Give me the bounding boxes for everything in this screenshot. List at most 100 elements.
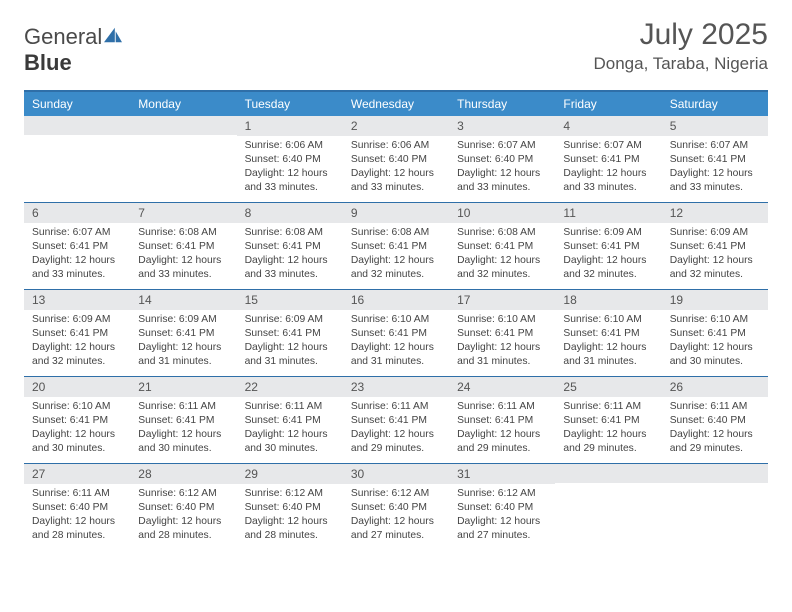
day-line: and 33 minutes. bbox=[351, 181, 441, 195]
day-body: Sunrise: 6:07 AMSunset: 6:41 PMDaylight:… bbox=[24, 223, 130, 288]
day-line: Daylight: 12 hours bbox=[670, 428, 760, 442]
day-line: Sunset: 6:41 PM bbox=[457, 240, 547, 254]
day-header-thu: Thursday bbox=[449, 92, 555, 116]
day-body: Sunrise: 6:10 AMSunset: 6:41 PMDaylight:… bbox=[555, 310, 661, 375]
day-line: Daylight: 12 hours bbox=[32, 254, 122, 268]
day-body: Sunrise: 6:08 AMSunset: 6:41 PMDaylight:… bbox=[130, 223, 236, 288]
day-header-row: Sunday Monday Tuesday Wednesday Thursday… bbox=[24, 92, 768, 116]
day-line: Sunrise: 6:09 AM bbox=[138, 313, 228, 327]
day-cell: 26Sunrise: 6:11 AMSunset: 6:40 PMDayligh… bbox=[662, 377, 768, 463]
day-number: 3 bbox=[449, 116, 555, 136]
day-cell: 18Sunrise: 6:10 AMSunset: 6:41 PMDayligh… bbox=[555, 290, 661, 376]
day-line: Daylight: 12 hours bbox=[138, 428, 228, 442]
day-line: Sunrise: 6:10 AM bbox=[32, 400, 122, 414]
day-body: Sunrise: 6:09 AMSunset: 6:41 PMDaylight:… bbox=[555, 223, 661, 288]
day-line: and 31 minutes. bbox=[138, 355, 228, 369]
day-line: and 32 minutes. bbox=[670, 268, 760, 282]
day-line: Sunrise: 6:09 AM bbox=[245, 313, 335, 327]
day-number: 26 bbox=[662, 377, 768, 397]
day-line: Sunrise: 6:11 AM bbox=[245, 400, 335, 414]
location: Donga, Taraba, Nigeria bbox=[593, 54, 768, 74]
day-line: and 31 minutes. bbox=[563, 355, 653, 369]
day-line: and 30 minutes. bbox=[138, 442, 228, 456]
day-cell: 13Sunrise: 6:09 AMSunset: 6:41 PMDayligh… bbox=[24, 290, 130, 376]
day-line: and 28 minutes. bbox=[245, 529, 335, 543]
day-line: Sunset: 6:40 PM bbox=[457, 153, 547, 167]
day-line: Sunrise: 6:11 AM bbox=[563, 400, 653, 414]
day-body: Sunrise: 6:09 AMSunset: 6:41 PMDaylight:… bbox=[130, 310, 236, 375]
day-body bbox=[555, 483, 661, 492]
day-number: 20 bbox=[24, 377, 130, 397]
day-line: Sunset: 6:40 PM bbox=[138, 501, 228, 515]
day-body: Sunrise: 6:11 AMSunset: 6:41 PMDaylight:… bbox=[555, 397, 661, 462]
day-line: Sunrise: 6:07 AM bbox=[670, 139, 760, 153]
day-cell: 23Sunrise: 6:11 AMSunset: 6:41 PMDayligh… bbox=[343, 377, 449, 463]
week-row: 6Sunrise: 6:07 AMSunset: 6:41 PMDaylight… bbox=[24, 202, 768, 289]
day-line: Sunrise: 6:06 AM bbox=[351, 139, 441, 153]
day-line: Sunset: 6:41 PM bbox=[670, 153, 760, 167]
logo-text-b: Blue bbox=[24, 50, 72, 75]
day-number: 2 bbox=[343, 116, 449, 136]
day-body: Sunrise: 6:08 AMSunset: 6:41 PMDaylight:… bbox=[449, 223, 555, 288]
day-line: Daylight: 12 hours bbox=[351, 515, 441, 529]
day-number: 7 bbox=[130, 203, 236, 223]
day-line: Sunset: 6:41 PM bbox=[138, 327, 228, 341]
day-line: Daylight: 12 hours bbox=[457, 428, 547, 442]
day-line: Sunset: 6:41 PM bbox=[138, 240, 228, 254]
day-header-mon: Monday bbox=[130, 92, 236, 116]
day-line: Daylight: 12 hours bbox=[563, 341, 653, 355]
day-cell: 24Sunrise: 6:11 AMSunset: 6:41 PMDayligh… bbox=[449, 377, 555, 463]
day-line: Sunset: 6:41 PM bbox=[670, 240, 760, 254]
day-line: Sunrise: 6:12 AM bbox=[351, 487, 441, 501]
day-body: Sunrise: 6:11 AMSunset: 6:40 PMDaylight:… bbox=[24, 484, 130, 549]
day-line: Sunset: 6:41 PM bbox=[563, 414, 653, 428]
day-line: Daylight: 12 hours bbox=[457, 341, 547, 355]
day-line: Sunset: 6:41 PM bbox=[32, 414, 122, 428]
day-line: Daylight: 12 hours bbox=[457, 167, 547, 181]
day-line: Sunset: 6:40 PM bbox=[457, 501, 547, 515]
day-line: Sunrise: 6:10 AM bbox=[563, 313, 653, 327]
day-line: Sunrise: 6:07 AM bbox=[32, 226, 122, 240]
day-number: 29 bbox=[237, 464, 343, 484]
day-body: Sunrise: 6:07 AMSunset: 6:41 PMDaylight:… bbox=[555, 136, 661, 201]
day-cell: 29Sunrise: 6:12 AMSunset: 6:40 PMDayligh… bbox=[237, 464, 343, 550]
day-line: and 30 minutes. bbox=[670, 355, 760, 369]
day-cell bbox=[24, 116, 130, 202]
day-cell: 22Sunrise: 6:11 AMSunset: 6:41 PMDayligh… bbox=[237, 377, 343, 463]
day-cell: 19Sunrise: 6:10 AMSunset: 6:41 PMDayligh… bbox=[662, 290, 768, 376]
day-cell bbox=[555, 464, 661, 550]
day-body: Sunrise: 6:10 AMSunset: 6:41 PMDaylight:… bbox=[662, 310, 768, 375]
day-line: Sunset: 6:41 PM bbox=[245, 414, 335, 428]
week-row: 27Sunrise: 6:11 AMSunset: 6:40 PMDayligh… bbox=[24, 463, 768, 550]
page-header: General Blue July 2025 Donga, Taraba, Ni… bbox=[24, 18, 768, 76]
day-cell: 25Sunrise: 6:11 AMSunset: 6:41 PMDayligh… bbox=[555, 377, 661, 463]
day-cell: 10Sunrise: 6:08 AMSunset: 6:41 PMDayligh… bbox=[449, 203, 555, 289]
day-body: Sunrise: 6:11 AMSunset: 6:41 PMDaylight:… bbox=[237, 397, 343, 462]
day-line: Sunrise: 6:11 AM bbox=[457, 400, 547, 414]
day-cell: 9Sunrise: 6:08 AMSunset: 6:41 PMDaylight… bbox=[343, 203, 449, 289]
day-line: and 30 minutes. bbox=[32, 442, 122, 456]
day-line: Daylight: 12 hours bbox=[670, 254, 760, 268]
day-line: and 31 minutes. bbox=[351, 355, 441, 369]
day-line: Sunrise: 6:10 AM bbox=[351, 313, 441, 327]
day-line: and 31 minutes. bbox=[457, 355, 547, 369]
day-line: Sunset: 6:41 PM bbox=[563, 153, 653, 167]
day-line: and 30 minutes. bbox=[245, 442, 335, 456]
day-line: Sunset: 6:41 PM bbox=[138, 414, 228, 428]
day-line: Sunrise: 6:11 AM bbox=[670, 400, 760, 414]
day-line: Daylight: 12 hours bbox=[457, 254, 547, 268]
day-body: Sunrise: 6:11 AMSunset: 6:41 PMDaylight:… bbox=[130, 397, 236, 462]
day-body: Sunrise: 6:12 AMSunset: 6:40 PMDaylight:… bbox=[237, 484, 343, 549]
day-body bbox=[24, 135, 130, 144]
day-number: 6 bbox=[24, 203, 130, 223]
day-number: 23 bbox=[343, 377, 449, 397]
day-number: 17 bbox=[449, 290, 555, 310]
day-number: 28 bbox=[130, 464, 236, 484]
title-block: July 2025 Donga, Taraba, Nigeria bbox=[593, 18, 768, 74]
day-body: Sunrise: 6:06 AMSunset: 6:40 PMDaylight:… bbox=[237, 136, 343, 201]
day-line: and 33 minutes. bbox=[563, 181, 653, 195]
day-line: Daylight: 12 hours bbox=[563, 167, 653, 181]
month-title: July 2025 bbox=[593, 18, 768, 52]
day-number: 11 bbox=[555, 203, 661, 223]
day-number: 10 bbox=[449, 203, 555, 223]
